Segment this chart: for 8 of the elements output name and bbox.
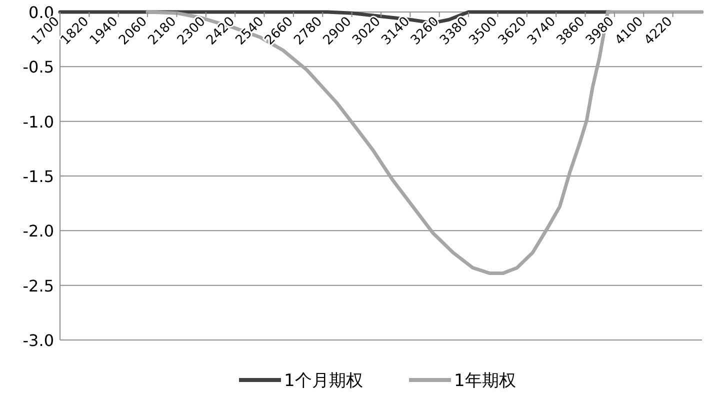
legend-label: 1个月期权	[284, 371, 363, 391]
y-tick-label: -0.5	[22, 58, 54, 77]
legend-label: 1年期权	[454, 371, 516, 391]
y-tick-label: -1.5	[22, 167, 54, 186]
y-tick-label: -3.0	[22, 331, 54, 350]
y-tick-label: -2.5	[22, 276, 54, 296]
y-tick-label: -2.0	[22, 222, 54, 241]
y-tick-label: -1.0	[22, 112, 54, 132]
